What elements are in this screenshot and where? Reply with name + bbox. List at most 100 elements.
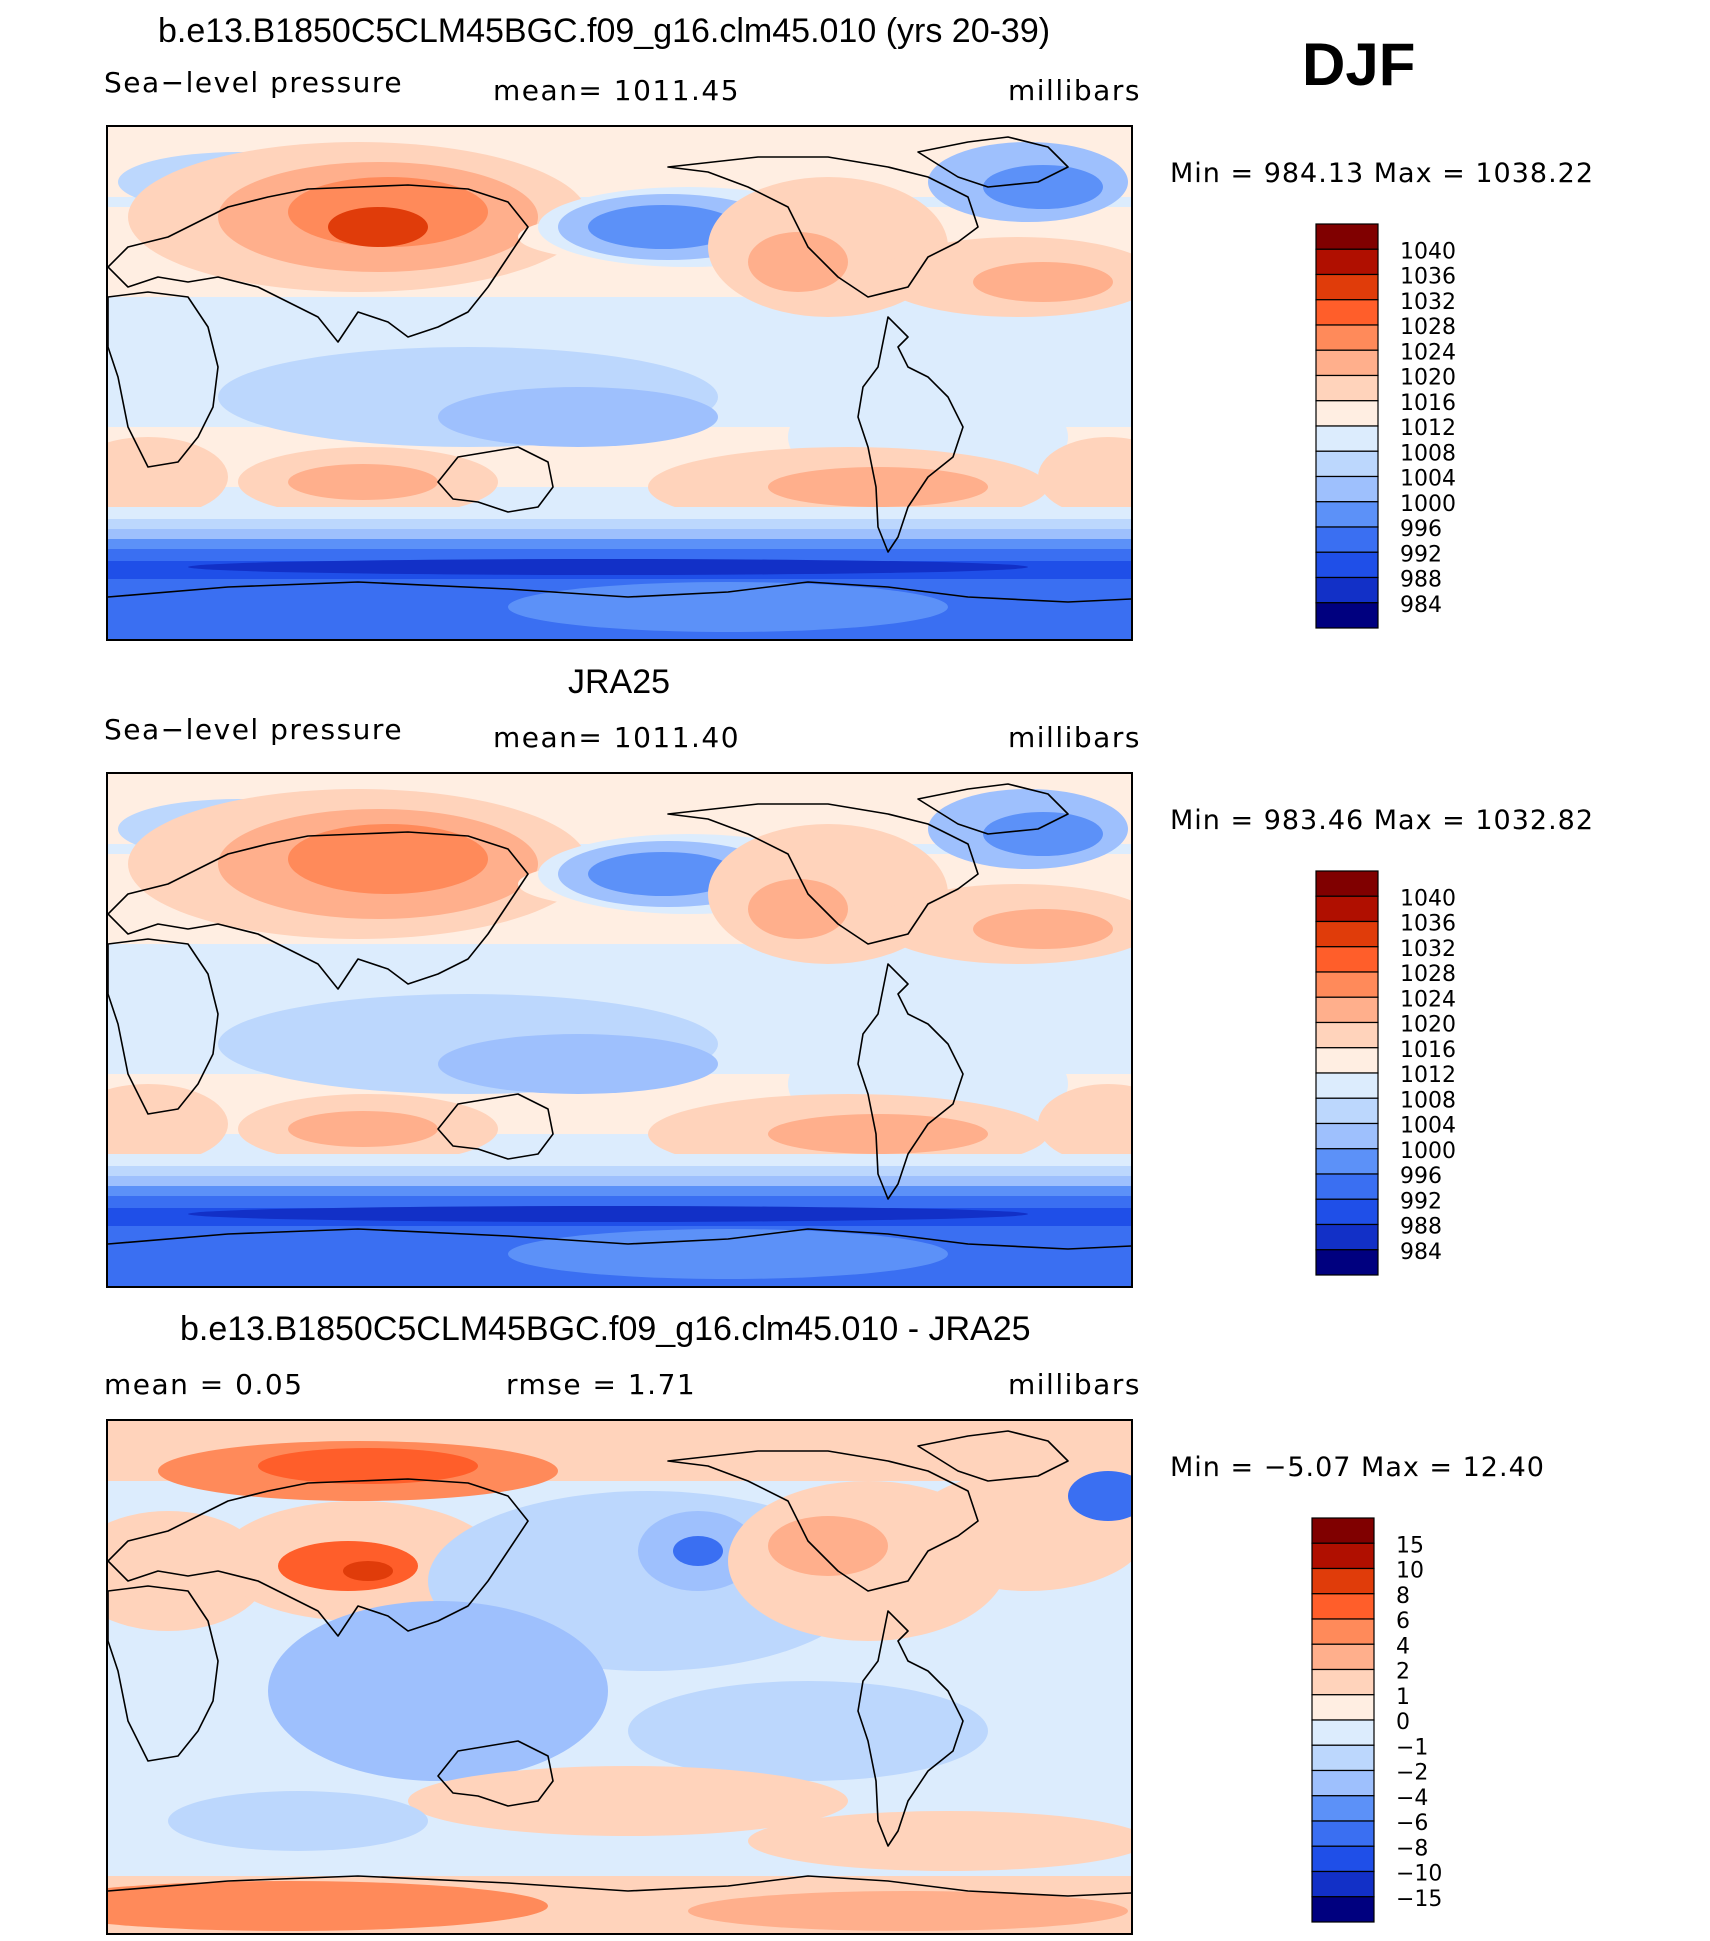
coastline-2 bbox=[437, 446, 554, 513]
colorbar-box-6 bbox=[1315, 1021, 1379, 1049]
coastline-0 bbox=[108, 184, 529, 343]
field-aleutian-core bbox=[588, 205, 738, 249]
field-indian-high-core bbox=[288, 464, 438, 500]
colorbar-box-9 bbox=[1315, 450, 1379, 478]
panel2-title: JRA25 bbox=[568, 663, 671, 701]
colorbar-tick-label: 1000 bbox=[1400, 492, 1456, 517]
colorbar-box-3 bbox=[1315, 946, 1379, 973]
colorbar-tick-label: 1008 bbox=[1400, 441, 1456, 466]
field-so-band-3 bbox=[108, 1176, 1131, 1186]
field-satl-high bbox=[108, 437, 228, 517]
colorbar-box-15 bbox=[1311, 1896, 1375, 1923]
field-npac-neg-core bbox=[673, 1536, 723, 1566]
colorbar-tick-label: 1016 bbox=[1400, 391, 1456, 416]
colorbar-box-5 bbox=[1315, 349, 1379, 377]
colorbar-box-10 bbox=[1311, 1769, 1375, 1797]
colorbar-box-3 bbox=[1311, 1593, 1375, 1620]
panel1-mean-label: mean= 1011.45 bbox=[493, 74, 741, 107]
colorbar-tick-label: −10 bbox=[1396, 1862, 1442, 1887]
panel3-map-svg bbox=[108, 1421, 1131, 1933]
panel2-map-svg bbox=[108, 774, 1131, 1286]
field-namerica-pos-inner bbox=[768, 1516, 888, 1576]
panel3-colorbar: 15 10 8 6 4 2 1 0 −1 −2 −4 −6 −8 −10 −15 bbox=[1311, 1517, 1472, 1928]
colorbar-box-9 bbox=[1315, 1097, 1379, 1125]
field-spac-high-core bbox=[768, 467, 988, 507]
colorbar-box-13 bbox=[1315, 551, 1379, 579]
colorbar-box-14 bbox=[1315, 576, 1379, 604]
panel2-colorbar-svg: 1040103610321028102410201016101210081004… bbox=[1315, 870, 1456, 1276]
panel2-colorbar: 1040 1036 1032 1028 1024 1020 1016 1012 1008 1004… bbox=[1315, 870, 1476, 1281]
colorbar-tick-label: 4 bbox=[1396, 1634, 1410, 1659]
coastline-3 bbox=[667, 1450, 979, 1592]
field-circumpolar-trough bbox=[188, 1206, 1028, 1222]
colorbar-tick-label: −1 bbox=[1396, 1735, 1428, 1760]
colorbar-tick-label: −4 bbox=[1396, 1786, 1428, 1811]
colorbar-box-15 bbox=[1315, 1249, 1379, 1276]
colorbar-box-5 bbox=[1315, 996, 1379, 1024]
field-so-band-4 bbox=[108, 1186, 1131, 1196]
colorbar-tick-label: −6 bbox=[1396, 1811, 1428, 1836]
field-indian-high-core bbox=[288, 1111, 438, 1147]
coastline-2 bbox=[437, 1740, 554, 1807]
panel1-colorbar: 1040 1036 1032 1028 1024 1020 1016 1012 1008 1004… bbox=[1315, 223, 1476, 634]
colorbar-box-4 bbox=[1315, 971, 1379, 998]
field-icelandic-core bbox=[983, 165, 1103, 209]
coastline-6 bbox=[108, 581, 1131, 603]
colorbar-tick-label: 1036 bbox=[1400, 912, 1456, 937]
field-spac-high-core bbox=[768, 1114, 988, 1154]
colorbar-box-6 bbox=[1311, 1668, 1375, 1696]
colorbar-box-0 bbox=[1315, 870, 1379, 897]
field-so-band-5 bbox=[108, 549, 1131, 561]
field-circumpolar-trough bbox=[188, 559, 1028, 575]
colorbar-box-8 bbox=[1311, 1719, 1375, 1746]
panel1-variable-label: Sea−level pressure bbox=[104, 66, 404, 99]
panel2-variable-label: Sea−level pressure bbox=[104, 713, 404, 746]
colorbar-tick-label: 1004 bbox=[1400, 467, 1456, 492]
panel2-mean-label: mean= 1011.40 bbox=[493, 721, 741, 754]
colorbar-box-1 bbox=[1311, 1542, 1375, 1570]
panel1-title: b.e13.B1850C5CLM45BGC.f09_g16.clm45.010 … bbox=[158, 12, 1051, 50]
field-satl-high bbox=[108, 1084, 228, 1164]
colorbar-tick-label: 1028 bbox=[1400, 962, 1456, 987]
panel1-minmax: Min = 984.13 Max = 1038.22 bbox=[1170, 158, 1595, 189]
colorbar-tick-label: 984 bbox=[1400, 593, 1442, 618]
field-so-band-2 bbox=[108, 519, 1131, 529]
field-so-band-1 bbox=[108, 1154, 1131, 1166]
panel2-units-label: millibars bbox=[1008, 721, 1141, 754]
colorbar-box-11 bbox=[1315, 501, 1379, 528]
colorbar-tick-label: 996 bbox=[1400, 517, 1442, 542]
coastline-2 bbox=[437, 1093, 554, 1160]
coastline-4 bbox=[857, 1610, 964, 1847]
panel3-title: b.e13.B1850C5CLM45BGC.f09_g16.clm45.010 … bbox=[180, 1310, 1031, 1348]
colorbar-tick-label: 1032 bbox=[1400, 937, 1456, 962]
colorbar-tick-label: 1020 bbox=[1400, 366, 1456, 391]
field-icelandic-core bbox=[983, 812, 1103, 856]
coastline-4 bbox=[857, 963, 964, 1200]
colorbar-tick-label: 0 bbox=[1396, 1710, 1410, 1735]
colorbar-box-9 bbox=[1311, 1744, 1375, 1772]
coastline-1 bbox=[108, 938, 219, 1115]
season-label: DJF bbox=[1302, 31, 1416, 98]
colorbar-tick-label: −15 bbox=[1396, 1887, 1442, 1912]
field-antarctic-pos-west bbox=[108, 1881, 548, 1931]
colorbar-tick-label: 1008 bbox=[1400, 1088, 1456, 1113]
colorbar-box-10 bbox=[1315, 475, 1379, 503]
colorbar-box-11 bbox=[1315, 1148, 1379, 1175]
field-antarctic-interior bbox=[508, 1229, 948, 1279]
coastline-1 bbox=[108, 1585, 219, 1762]
colorbar-box-14 bbox=[1315, 1223, 1379, 1251]
colorbar-box-0 bbox=[1311, 1517, 1375, 1544]
coastline-4 bbox=[857, 316, 964, 553]
colorbar-box-7 bbox=[1315, 400, 1379, 427]
field-high-namerica-inner bbox=[748, 879, 848, 939]
colorbar-tick-label: 1016 bbox=[1400, 1038, 1456, 1063]
colorbar-tick-label: 1020 bbox=[1400, 1013, 1456, 1038]
colorbar-box-2 bbox=[1311, 1567, 1375, 1595]
coastline-1 bbox=[108, 291, 219, 468]
colorbar-box-0 bbox=[1315, 223, 1379, 250]
coastline-5 bbox=[917, 136, 1069, 188]
field-satl-high-east bbox=[1038, 1084, 1131, 1164]
colorbar-box-13 bbox=[1315, 1198, 1379, 1226]
panel2-map bbox=[106, 772, 1133, 1288]
colorbar-tick-label: 6 bbox=[1396, 1609, 1410, 1634]
